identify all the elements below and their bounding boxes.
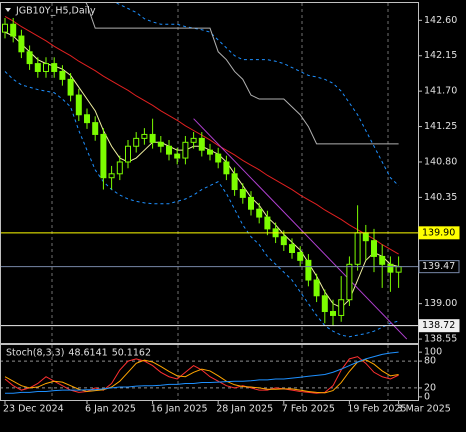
stoch-plot — [1, 351, 418, 394]
indicator-value: 50.1162 — [112, 348, 151, 359]
candle-body — [174, 153, 181, 159]
candle-body — [248, 196, 254, 210]
candle-body — [207, 149, 213, 155]
price-label: 139.90 — [422, 227, 455, 238]
candle-body — [108, 173, 115, 179]
y-tick-label: 20 — [424, 382, 436, 393]
candle-body — [149, 133, 156, 143]
candle-body — [387, 263, 394, 273]
y-tick-label: 139.00 — [424, 298, 457, 309]
y-tick-label: 142.60 — [424, 15, 457, 26]
candle-body — [346, 263, 353, 301]
x-tick-label: 6 Jan 2025 — [85, 404, 136, 415]
candle-body — [264, 216, 271, 230]
candle-body — [51, 63, 58, 72]
candle-body — [215, 153, 222, 163]
candle-body — [84, 114, 90, 124]
candle-body — [116, 161, 123, 175]
candle-body — [305, 259, 312, 281]
candle-body — [141, 133, 148, 139]
price-label: 138.72 — [422, 320, 455, 331]
x-tick-label: 28 Jan 2025 — [216, 404, 273, 415]
candle-body — [239, 189, 246, 198]
price-label-box — [418, 319, 460, 333]
price-label: 139.47 — [422, 261, 455, 272]
candle-body — [43, 63, 49, 72]
main-plot — [1, 3, 418, 340]
y-tick-label: 140.80 — [424, 156, 457, 167]
candle-body — [321, 295, 328, 313]
x-tick-label: 7 Feb 2025 — [282, 404, 335, 415]
y-tick-label: 141.70 — [424, 86, 457, 97]
candle-body — [338, 299, 345, 316]
y-tick-label: 138.55 — [424, 334, 457, 345]
axes: 142.60 142.15 141.70 141.25 140.80 140.35 139.… — [3, 15, 460, 415]
candle-body — [10, 23, 17, 37]
y-tick-label: 142.15 — [424, 50, 457, 61]
candle-body — [256, 208, 263, 218]
x-tick-label: 16 Jan 2025 — [151, 404, 208, 415]
candle-body — [362, 232, 369, 242]
candle-body — [395, 266, 402, 273]
candle-body — [231, 173, 238, 191]
indicator-line — [115, 3, 399, 186]
candle-body — [280, 236, 287, 246]
indicator-title: Stoch(8,3,3) — [6, 348, 64, 359]
candle-body — [379, 255, 386, 265]
menu-triangle — [5, 8, 11, 12]
stoch-line — [5, 351, 399, 394]
indicator-value: 48.6141 — [68, 348, 107, 359]
price-label-box — [418, 260, 460, 274]
candle-body — [297, 251, 304, 261]
candle-body — [354, 232, 361, 265]
stoch-line — [4, 359, 399, 394]
candle-body — [67, 78, 74, 96]
candle-body — [330, 311, 336, 316]
candle-body — [34, 63, 41, 72]
candle-body — [125, 145, 131, 163]
price-label-box — [418, 226, 460, 240]
candle-body — [75, 94, 82, 116]
main-frame — [0, 2, 419, 344]
y-tick-label: 100 — [424, 347, 442, 358]
candle-body — [18, 35, 25, 53]
candle-body — [133, 137, 140, 147]
y-tick-label: 80 — [424, 356, 436, 367]
candle-body — [198, 137, 205, 151]
indicator-line — [4, 71, 399, 338]
candle-body — [2, 23, 8, 33]
candle-body — [92, 122, 99, 135]
y-tick-label: 141.25 — [424, 121, 457, 132]
candle-body — [371, 240, 377, 257]
trend-line — [193, 118, 408, 340]
y-tick-label: 140.35 — [424, 192, 457, 203]
x-tick-label: 23 Dec 2024 — [3, 404, 64, 415]
candle-body — [223, 161, 230, 175]
candle-body — [313, 279, 320, 297]
sub-frame — [0, 344, 419, 401]
indicator-line — [85, 3, 399, 145]
candle-body — [157, 141, 164, 147]
chart-title: JGB10Y_H5,Daily — [15, 6, 96, 17]
candle-body — [59, 70, 66, 80]
candle-body — [100, 133, 107, 179]
candle-body — [289, 244, 295, 253]
y-tick-label: 0 — [424, 391, 430, 402]
x-tick-label: 19 Feb 2025 — [347, 404, 406, 415]
candle-body — [182, 141, 189, 159]
candle-body — [26, 51, 33, 65]
candle-body — [190, 137, 197, 143]
vertical-grid — [51, 3, 389, 400]
candle-body — [166, 145, 172, 155]
x-tick-label: 3 Mar 2025 — [397, 404, 451, 415]
